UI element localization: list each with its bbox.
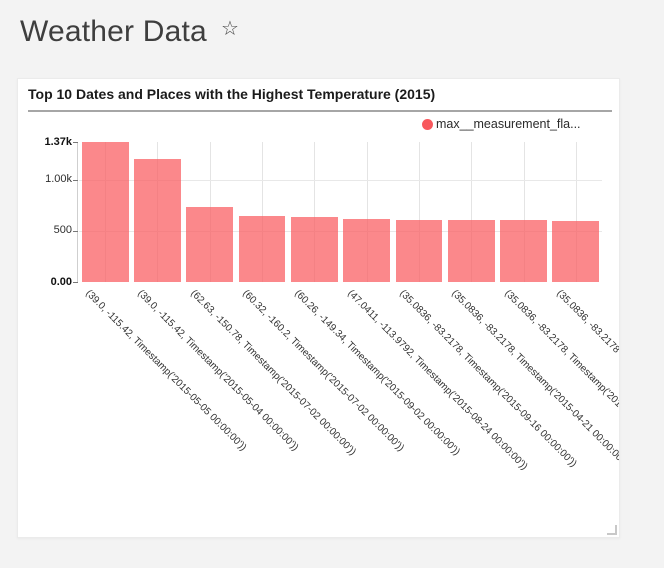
- legend-item[interactable]: max__measurement_fla...: [422, 117, 581, 131]
- bar[interactable]: [290, 216, 338, 282]
- legend-label: max__measurement_fla...: [436, 117, 581, 131]
- bar[interactable]: [134, 158, 181, 282]
- y-tick-label: 500: [53, 224, 72, 237]
- page-title: Weather Data: [20, 15, 207, 48]
- bar[interactable]: [186, 207, 234, 282]
- y-tick-mark: [73, 142, 78, 143]
- bar[interactable]: [238, 216, 286, 282]
- vertical-gridline: [471, 142, 473, 282]
- vertical-gridline: [418, 142, 420, 282]
- y-tick-mark: [73, 179, 78, 181]
- horizontal-gridline: [79, 230, 602, 232]
- page-header: Weather Data ☆: [20, 12, 239, 56]
- y-tick-mark: [73, 230, 78, 232]
- bar[interactable]: [500, 220, 547, 282]
- horizontal-gridline: [79, 179, 602, 181]
- favorite-star-icon[interactable]: ☆: [220, 18, 239, 40]
- vertical-gridline: [262, 142, 263, 282]
- vertical-gridline: [314, 142, 316, 282]
- plot-area: [79, 142, 602, 282]
- chart-title: Top 10 Dates and Places with the Highest…: [28, 86, 436, 102]
- vertical-gridline: [575, 142, 577, 282]
- y-tick-mark: [73, 282, 78, 283]
- legend-dot-icon: [422, 118, 433, 130]
- title-divider: [28, 110, 612, 112]
- x-tick-label: (47.0411, -113.9792, Timestamp('2015-08-…: [344, 288, 530, 473]
- bar[interactable]: [447, 220, 495, 282]
- bar[interactable]: [343, 219, 391, 282]
- y-tick-label: 1.37k: [44, 135, 72, 148]
- x-tick-label: (35.0836, -83.2178, Timestamp('2015-09-1…: [397, 288, 579, 470]
- y-axis-line: [77, 142, 78, 283]
- bar[interactable]: [395, 220, 443, 282]
- resize-handle-icon[interactable]: [607, 525, 617, 535]
- vertical-gridline: [523, 142, 525, 282]
- y-tick-label: 1.00k: [45, 173, 72, 186]
- y-tick-label: 0.00: [50, 275, 72, 288]
- bar[interactable]: [552, 220, 600, 282]
- vertical-gridline: [366, 142, 368, 282]
- bar[interactable]: [81, 142, 129, 282]
- chart-card: Top 10 Dates and Places with the Highest…: [17, 78, 620, 538]
